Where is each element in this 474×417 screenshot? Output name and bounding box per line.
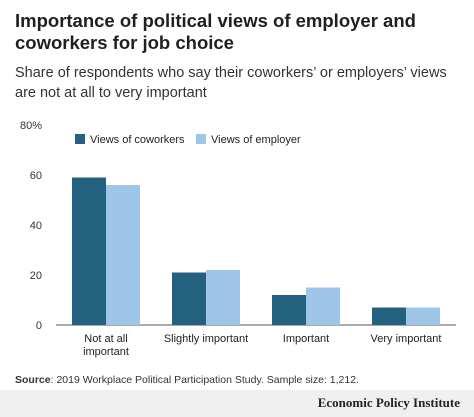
footer-bar: Economic Policy Institute <box>0 390 474 417</box>
bar <box>306 287 340 325</box>
x-tick-label: important <box>83 346 129 358</box>
bar <box>72 177 106 325</box>
legend-swatch <box>75 134 85 144</box>
bar <box>272 295 306 325</box>
bar <box>406 307 440 325</box>
legend-label: Views of coworkers <box>90 134 185 146</box>
chart-title: Importance of political views of employe… <box>15 10 416 53</box>
y-tick-label: 60 <box>30 170 42 182</box>
x-tick-label: Very important <box>371 333 442 345</box>
y-tick-label: 0 <box>36 320 42 332</box>
chart-subtitle: Share of respondents who say their cowor… <box>15 65 447 101</box>
x-tick-label: Important <box>283 333 329 345</box>
legend-swatch <box>196 134 206 144</box>
bar <box>172 272 206 325</box>
bar <box>206 270 240 325</box>
footer-brand: Economic Policy Institute <box>317 395 460 410</box>
x-tick-label: Not at all <box>84 333 127 345</box>
bar <box>372 307 406 325</box>
bar <box>106 185 140 325</box>
source-note: Source: 2019 Workplace Political Partici… <box>15 374 465 386</box>
y-tick-label: 80% <box>20 120 42 132</box>
x-tick-label: Slightly important <box>164 333 248 345</box>
source-text: : 2019 Workplace Political Participation… <box>50 374 359 386</box>
source-label: Source <box>15 374 51 386</box>
y-tick-label: 40 <box>30 220 42 232</box>
legend-label: Views of employer <box>211 134 301 146</box>
y-tick-label: 20 <box>30 270 42 282</box>
